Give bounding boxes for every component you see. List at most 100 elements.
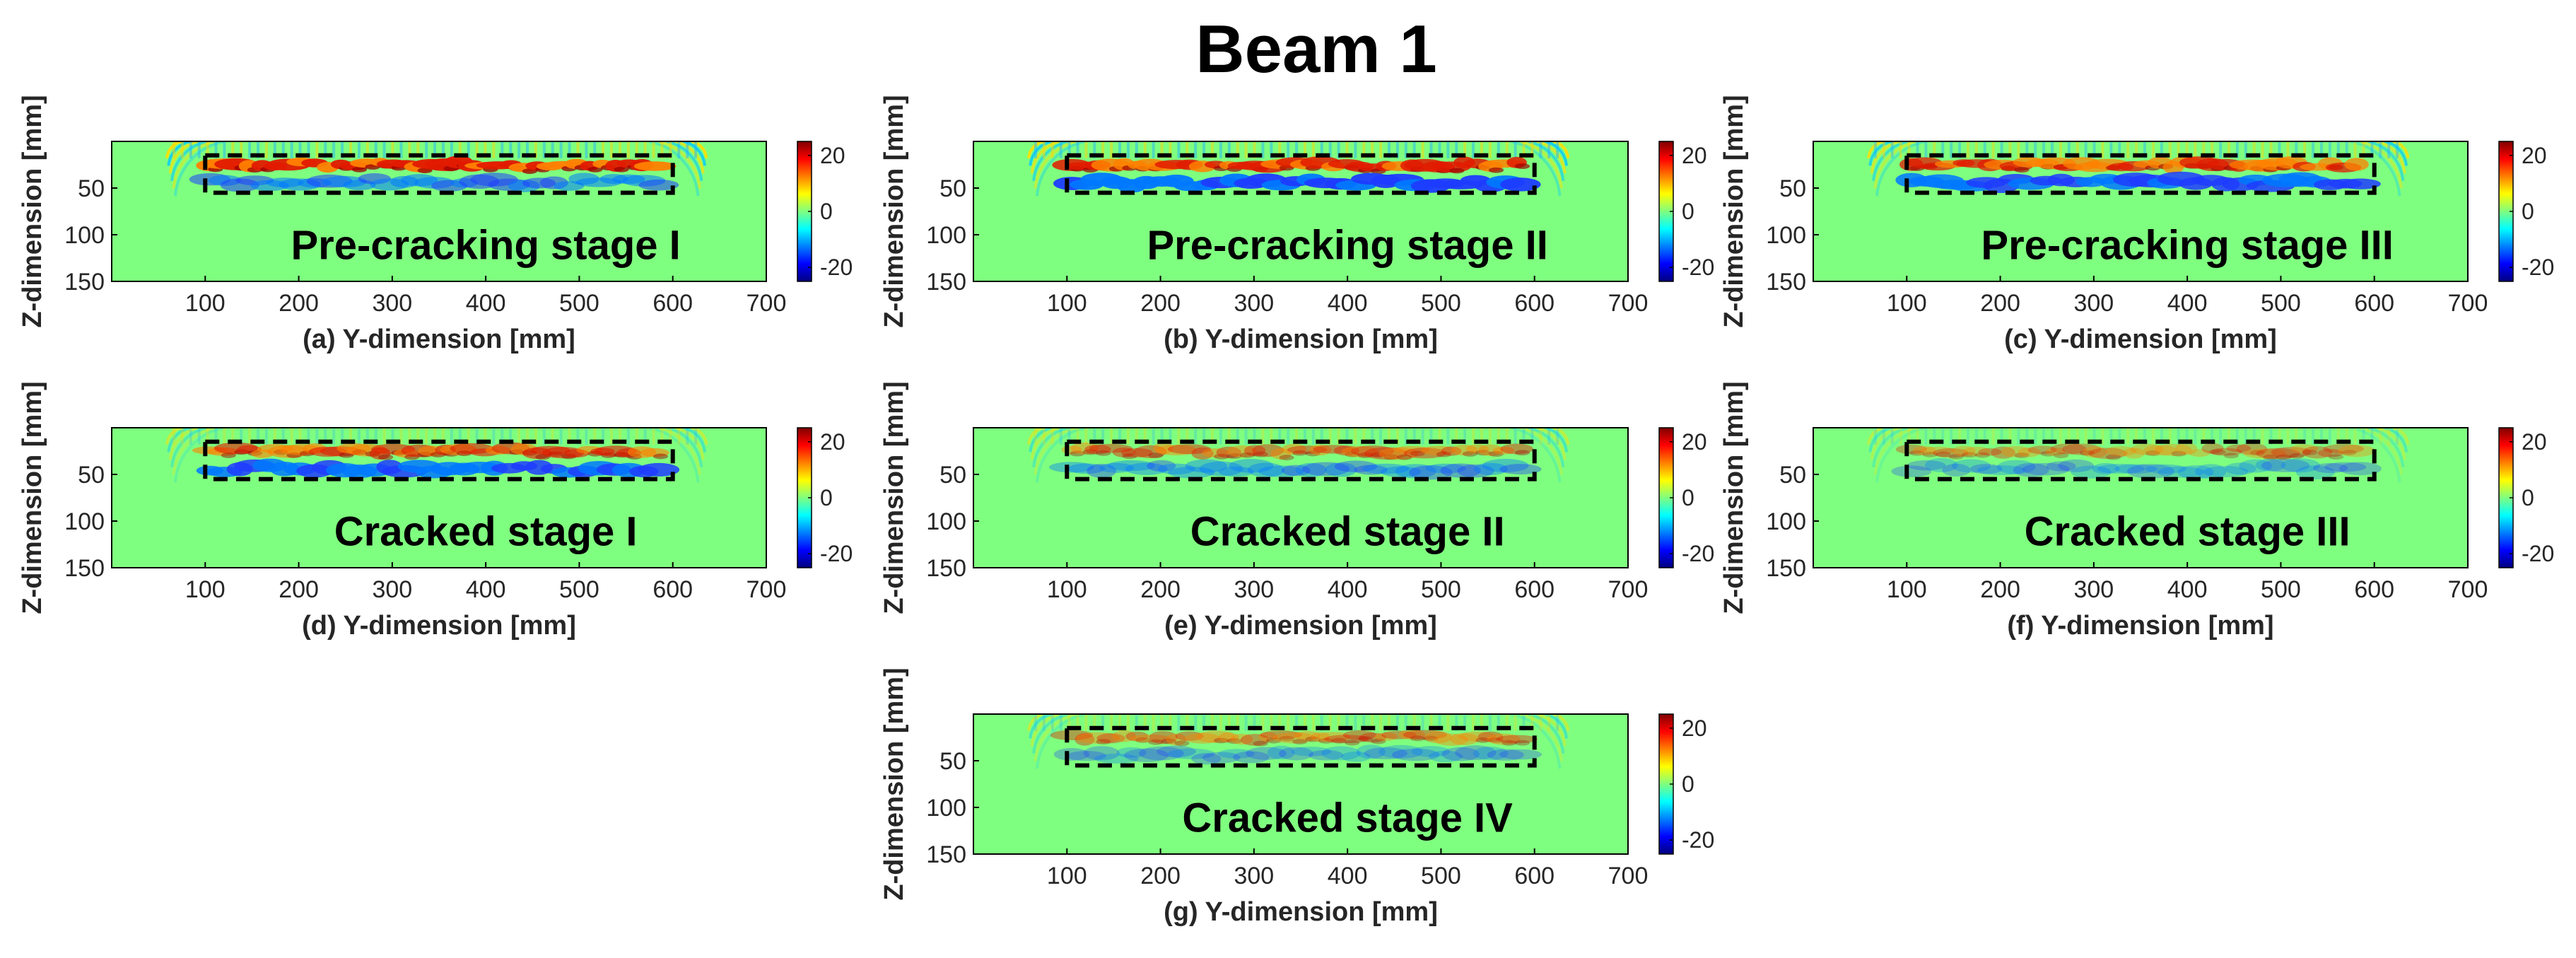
wavefront-left (1872, 428, 1909, 468)
fringe-streak (349, 141, 353, 158)
positive-peak-blob (1475, 737, 1491, 743)
fringe-streak (534, 428, 537, 445)
positive-peak-blob (1292, 450, 1308, 456)
x-tick-label: 700 (747, 576, 787, 603)
fringe-streak (1388, 714, 1391, 731)
fringe-streak (1194, 141, 1198, 158)
fringe-streak (1295, 428, 1299, 445)
fringe-streak (1320, 428, 1323, 445)
fringe-streak (559, 141, 563, 158)
y-tick-label: 50 (939, 748, 966, 775)
fringe-streak (1522, 141, 1526, 158)
x-tick-label: 600 (2354, 576, 2394, 603)
positive-band-blob (1313, 445, 1354, 454)
negative-band-blob (1364, 747, 1407, 760)
wavefront-left (1035, 714, 1087, 769)
fringe-streak (2312, 428, 2315, 445)
fringe-streak (2101, 141, 2104, 158)
negative-band-blob (1500, 177, 1541, 192)
fringe-streak (2278, 141, 2281, 158)
positive-band-blob (1912, 445, 1937, 456)
fringe-streak (458, 428, 462, 445)
fringe-streak (1059, 714, 1062, 731)
fringe-streak (1556, 714, 1559, 731)
fringe-streak (1983, 141, 1986, 158)
fringe-streak (1421, 714, 1424, 731)
x-axis-label: (d) Y-dimension [mm] (302, 611, 576, 641)
fringe-streak (231, 428, 235, 445)
fringe-streak (257, 428, 260, 445)
fringe-streak (1219, 141, 1222, 158)
fringe-streak (332, 141, 336, 158)
negative-band-blob (1202, 752, 1241, 764)
fringe-streak (1067, 141, 1071, 158)
fringe-streak (441, 428, 445, 445)
positive-peak-blob (1305, 736, 1321, 742)
colorbar-tick-label: 20 (820, 429, 845, 455)
wavefront-right (2350, 141, 2401, 197)
fringe-streak (1236, 428, 1239, 445)
negative-band-blob (1167, 748, 1215, 759)
fringe-streak (1882, 428, 1885, 445)
fringe-streak (1261, 141, 1265, 158)
x-tick-label: 300 (1234, 576, 1274, 603)
fringe-streak (1371, 428, 1374, 445)
wavefront-right (1544, 714, 1568, 739)
x-tick-label: 200 (1140, 290, 1181, 317)
positive-peak-blob (1292, 738, 1308, 744)
positive-peak-blob (1501, 740, 1517, 746)
fringe-streak (484, 428, 487, 445)
positive-peak-blob (2302, 449, 2318, 455)
positive-peak-blob (1488, 737, 1504, 744)
fringe-streak (2261, 428, 2264, 445)
positive-peak-blob (1423, 735, 1439, 742)
x-tick-label: 100 (1887, 576, 1927, 603)
wavefront-right (2359, 141, 2403, 189)
fringe-streak (1345, 428, 1349, 445)
positive-band-blob (1120, 448, 1154, 457)
fringe-streak (1126, 714, 1130, 731)
panel-title: Pre-cracking stage II (1147, 222, 1547, 268)
wavefront-right (674, 428, 705, 460)
x-tick-label: 600 (1514, 863, 1555, 889)
positive-band-blob (1070, 442, 1099, 455)
fringe-streak (240, 141, 243, 158)
fringe-streak (1974, 428, 1978, 445)
fringe-streak (332, 428, 336, 445)
wavefront-right (682, 428, 706, 452)
negative-band-blob (1380, 466, 1422, 477)
positive-peak-blob (2211, 449, 2226, 455)
positive-band-blob (2256, 448, 2300, 460)
fringe-streak (1395, 428, 1399, 445)
plot-frame (973, 427, 1629, 568)
positive-peak-blob (2263, 454, 2278, 460)
fringe-streak (1505, 714, 1509, 731)
fringe-streak (1337, 428, 1340, 445)
fringe-streak (669, 428, 672, 445)
colorbar-tick-label: 20 (820, 143, 845, 168)
x-tick-label: 100 (1887, 290, 1927, 317)
y-tick-label: 150 (926, 555, 966, 582)
positive-peak-blob (1174, 740, 1190, 747)
positive-band-blob (1287, 445, 1328, 455)
fringe-streak (1379, 428, 1383, 445)
fringe-streak (2244, 428, 2247, 445)
x-tick-label: 100 (185, 576, 226, 603)
fringe-streak (1488, 714, 1492, 731)
positive-band-blob (1374, 732, 1398, 741)
negative-band-blob (1290, 747, 1332, 757)
wavefront-right (1544, 428, 1568, 452)
fringe-streak (1211, 428, 1214, 445)
fringe-streak (1160, 428, 1164, 445)
fringe-streak (1991, 141, 1995, 158)
fringe-streak (1480, 714, 1483, 731)
negative-band-blob (1411, 746, 1451, 757)
negative-band-blob (1168, 467, 1215, 479)
fringe-streak (1354, 428, 1357, 445)
fringe-streak (1169, 141, 1172, 158)
fringe-streak (391, 428, 394, 445)
y-tick-label: 50 (1779, 175, 1806, 202)
fringe-streak (1547, 141, 1551, 158)
negative-band-blob (1487, 749, 1524, 761)
